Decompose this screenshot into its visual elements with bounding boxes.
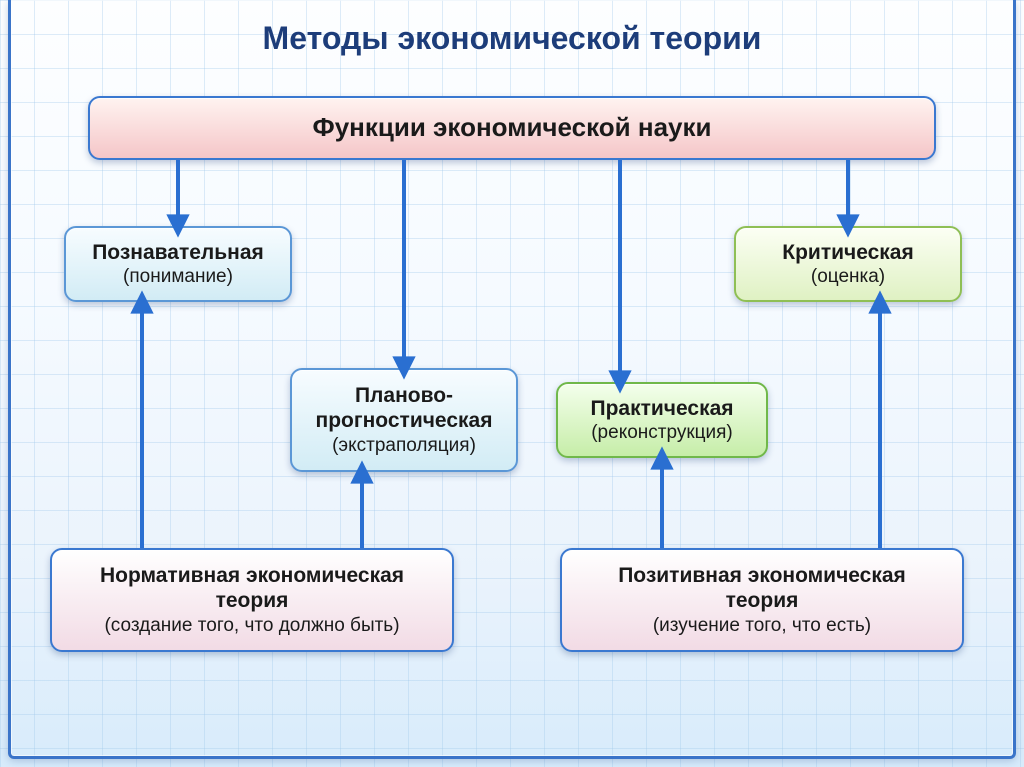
- node-positive: Позитивная экономическая теория (изучени…: [560, 548, 964, 652]
- node-cognitive-title: Познавательная: [92, 240, 264, 266]
- node-critical-sub: (оценка): [811, 265, 885, 288]
- node-planning: Планово- прогностическая (экстраполяция): [290, 368, 518, 472]
- node-normative-sub: (создание того, что должно быть): [104, 614, 399, 637]
- node-cognitive-sub: (понимание): [123, 265, 233, 288]
- node-practical-sub: (реконструкция): [591, 421, 733, 444]
- node-funcs: Функции экономической науки: [88, 96, 936, 160]
- node-normative: Нормативная экономическая теория (создан…: [50, 548, 454, 652]
- node-positive-sub: (изучение того, что есть): [653, 614, 871, 637]
- node-critical: Критическая (оценка): [734, 226, 962, 302]
- node-positive-title2: теория: [726, 588, 799, 614]
- page-title: Методы экономической теории: [0, 20, 1024, 57]
- node-practical: Практическая (реконструкция): [556, 382, 768, 458]
- node-normative-title1: Нормативная экономическая: [100, 563, 404, 589]
- node-planning-title2: прогностическая: [316, 408, 493, 434]
- node-cognitive: Познавательная (понимание): [64, 226, 292, 302]
- node-practical-title: Практическая: [590, 396, 733, 422]
- node-funcs-title: Функции экономической науки: [313, 112, 712, 144]
- node-planning-sub: (экстраполяция): [332, 434, 476, 457]
- node-planning-title1: Планово-: [355, 383, 453, 409]
- node-normative-title2: теория: [216, 588, 289, 614]
- node-critical-title: Критическая: [782, 240, 913, 266]
- node-positive-title1: Позитивная экономическая: [618, 563, 906, 589]
- diagram-canvas: Методы экономической теории Функции экон…: [0, 0, 1024, 767]
